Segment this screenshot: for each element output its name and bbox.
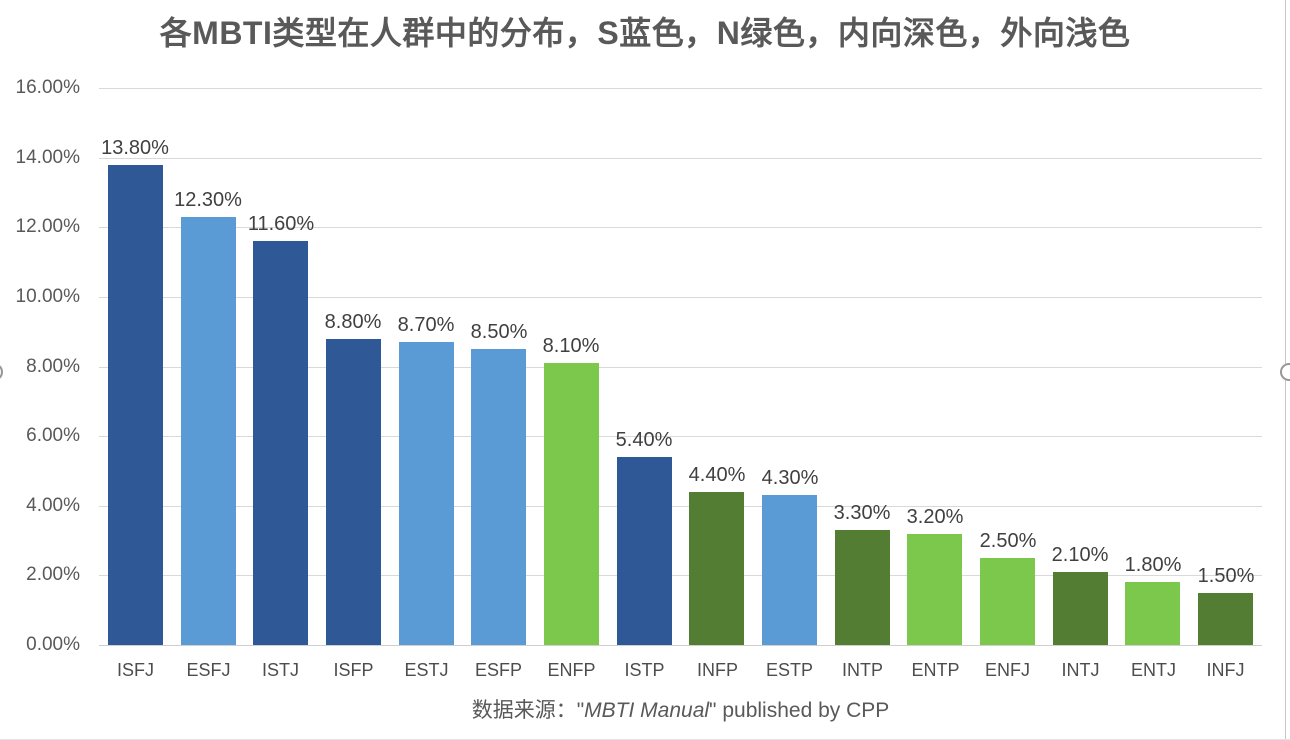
x-tick-label-enfj: ENFJ: [985, 660, 1030, 680]
x-tick-label-istj: ISTJ: [261, 660, 299, 680]
x-tick-label-enfp: ENFP: [547, 660, 596, 680]
y-tick-label: 14.00%: [15, 147, 80, 168]
bar-value-label-istp: 5.40%: [615, 429, 673, 451]
y-tick-label: 6.00%: [26, 425, 80, 446]
y-tick-label: 12.00%: [15, 216, 80, 237]
y-tick-label: 2.00%: [26, 564, 80, 585]
bar-isfj: [108, 165, 163, 645]
bar-enfj: [980, 558, 1035, 645]
x-tick-label-infp: INFP: [696, 660, 738, 680]
bar-value-label-intj: 2.10%: [1051, 544, 1109, 566]
gridline: [99, 297, 1262, 298]
bar-intj: [1053, 572, 1108, 645]
source-caption: 数据来源："MBTI Manual" published by CPP: [99, 694, 1262, 724]
bar-esfp: [471, 349, 526, 645]
compare-slider-handle-right-icon[interactable]: [1280, 363, 1290, 381]
x-tick-label-estp: ESTP: [765, 660, 813, 680]
gridline: [99, 158, 1262, 159]
gridline: [99, 506, 1262, 507]
x-tick-label-isfp: ISFP: [333, 660, 374, 680]
bar-value-label-infj: 1.50%: [1197, 565, 1255, 587]
gridline: [99, 575, 1262, 576]
y-tick-label: 8.00%: [26, 356, 80, 377]
bar-value-label-isfp: 8.80%: [324, 311, 382, 333]
y-tick-label: 0.00%: [26, 634, 80, 655]
bar-value-label-entj: 1.80%: [1124, 554, 1182, 576]
bar-value-label-esfj: 12.30%: [174, 189, 242, 211]
gridline: [99, 88, 1262, 89]
bar-istj: [253, 241, 308, 645]
bar-value-label-estp: 4.30%: [761, 467, 819, 489]
bar-intp: [835, 530, 890, 645]
bar-esfj: [181, 217, 236, 645]
gridline: [99, 645, 1262, 646]
caption-prefix: 数据来源：": [471, 699, 585, 722]
y-tick-label: 10.00%: [15, 286, 80, 307]
bar-enfp: [544, 363, 599, 645]
x-tick-label-istp: ISTP: [624, 660, 665, 680]
bar-value-label-entp: 3.20%: [906, 506, 964, 528]
bar-value-label-enfp: 8.10%: [542, 335, 600, 357]
x-tick-label-entj: ENTJ: [1131, 660, 1176, 680]
bar-estp: [762, 495, 817, 645]
x-tick-label-esfp: ESFP: [474, 660, 522, 680]
bar-entj: [1125, 582, 1180, 645]
x-tick-label-esfj: ESFJ: [186, 660, 231, 680]
bar-infp: [689, 492, 744, 645]
bar-value-label-enfj: 2.50%: [979, 530, 1037, 552]
caption-suffix: " published by CPP: [709, 699, 890, 722]
x-tick-label-intp: INTP: [841, 660, 883, 680]
chart-title: 各MBTI类型在人群中的分布，S蓝色，N绿色，内向深色，外向浅色: [159, 15, 1131, 51]
y-tick-label: 4.00%: [26, 495, 80, 516]
gridline: [99, 436, 1262, 437]
x-tick-label-entp: ENTP: [911, 660, 960, 680]
bar-value-label-infp: 4.40%: [688, 464, 746, 486]
bar-entp: [907, 534, 962, 645]
x-tick-label-intj: INTJ: [1061, 660, 1100, 680]
bar-value-label-isfj: 13.80%: [101, 137, 169, 159]
bar-value-label-istj: 11.60%: [247, 213, 315, 235]
x-tick-label-infj: INFJ: [1206, 660, 1245, 680]
gridline: [99, 227, 1262, 228]
gridline: [99, 367, 1262, 368]
x-tick-label-estj: ESTJ: [404, 660, 449, 680]
bar-istp: [617, 457, 672, 645]
y-tick-label: 16.00%: [15, 77, 80, 98]
bar-isfp: [326, 339, 381, 645]
bar-infj: [1198, 593, 1253, 645]
bar-value-label-esfp: 8.50%: [470, 321, 528, 343]
bar-estj: [399, 342, 454, 645]
bar-value-label-estj: 8.70%: [397, 314, 455, 336]
caption-book-title: MBTI Manual: [584, 699, 710, 722]
bar-value-label-intp: 3.30%: [833, 502, 891, 524]
x-tick-label-isfj: ISFJ: [116, 660, 154, 680]
